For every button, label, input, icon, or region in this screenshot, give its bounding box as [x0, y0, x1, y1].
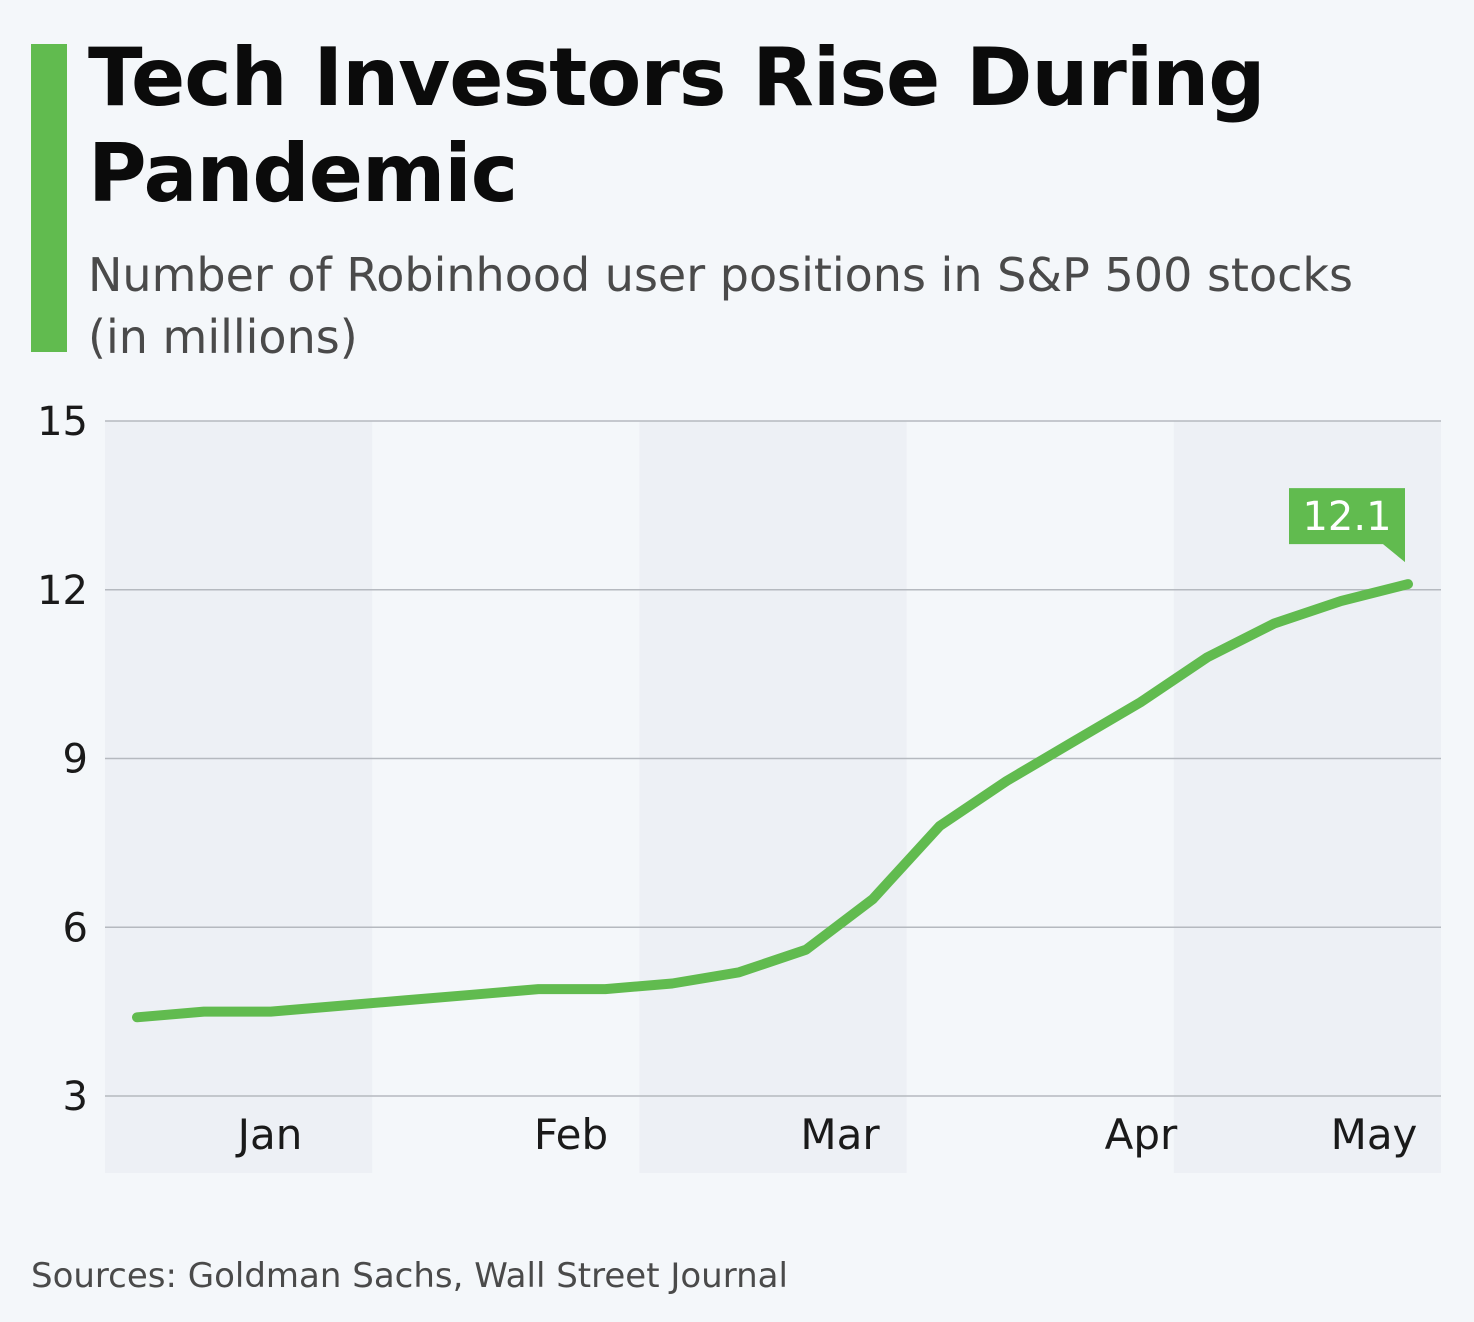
- end-value-label: 12.1: [1302, 494, 1391, 540]
- x-axis-ticks: Jan Feb Mar Apr May: [235, 1110, 1418, 1159]
- series-line: [132, 579, 1413, 1023]
- x-tick-label-may: May: [1331, 1110, 1418, 1159]
- y-axis-ticks: 15 12 9 6 3: [37, 399, 88, 1120]
- x-tick-label-feb: Feb: [534, 1110, 608, 1159]
- month-band-jan: [105, 421, 373, 1173]
- gridlines: [105, 420, 1441, 1097]
- x-tick-label-apr: Apr: [1105, 1110, 1178, 1159]
- y-tick-label-3: 3: [63, 1074, 88, 1120]
- chart-subtitle: Number of Robinhood user positions in S&…: [88, 248, 1353, 364]
- series-group: [132, 579, 1413, 1023]
- y-tick-label-12: 12: [37, 568, 88, 614]
- month-bands: [105, 421, 1441, 1173]
- end-value-label-group: 12.1: [1289, 488, 1405, 563]
- x-tick-label-jan: Jan: [235, 1110, 303, 1159]
- y-tick-label-9: 9: [63, 737, 88, 783]
- end-value-callout: [1289, 488, 1405, 563]
- y-tick-label-15: 15: [37, 399, 88, 445]
- y-tick-label-6: 6: [63, 905, 88, 951]
- x-tick-label-mar: Mar: [800, 1110, 880, 1159]
- accent-bar: [31, 44, 67, 352]
- source-note: Sources: Goldman Sachs, Wall Street Jour…: [31, 1256, 788, 1296]
- month-band-mar: [639, 421, 907, 1173]
- chart-title: Tech Investors Rise During Pandemic: [88, 31, 1266, 220]
